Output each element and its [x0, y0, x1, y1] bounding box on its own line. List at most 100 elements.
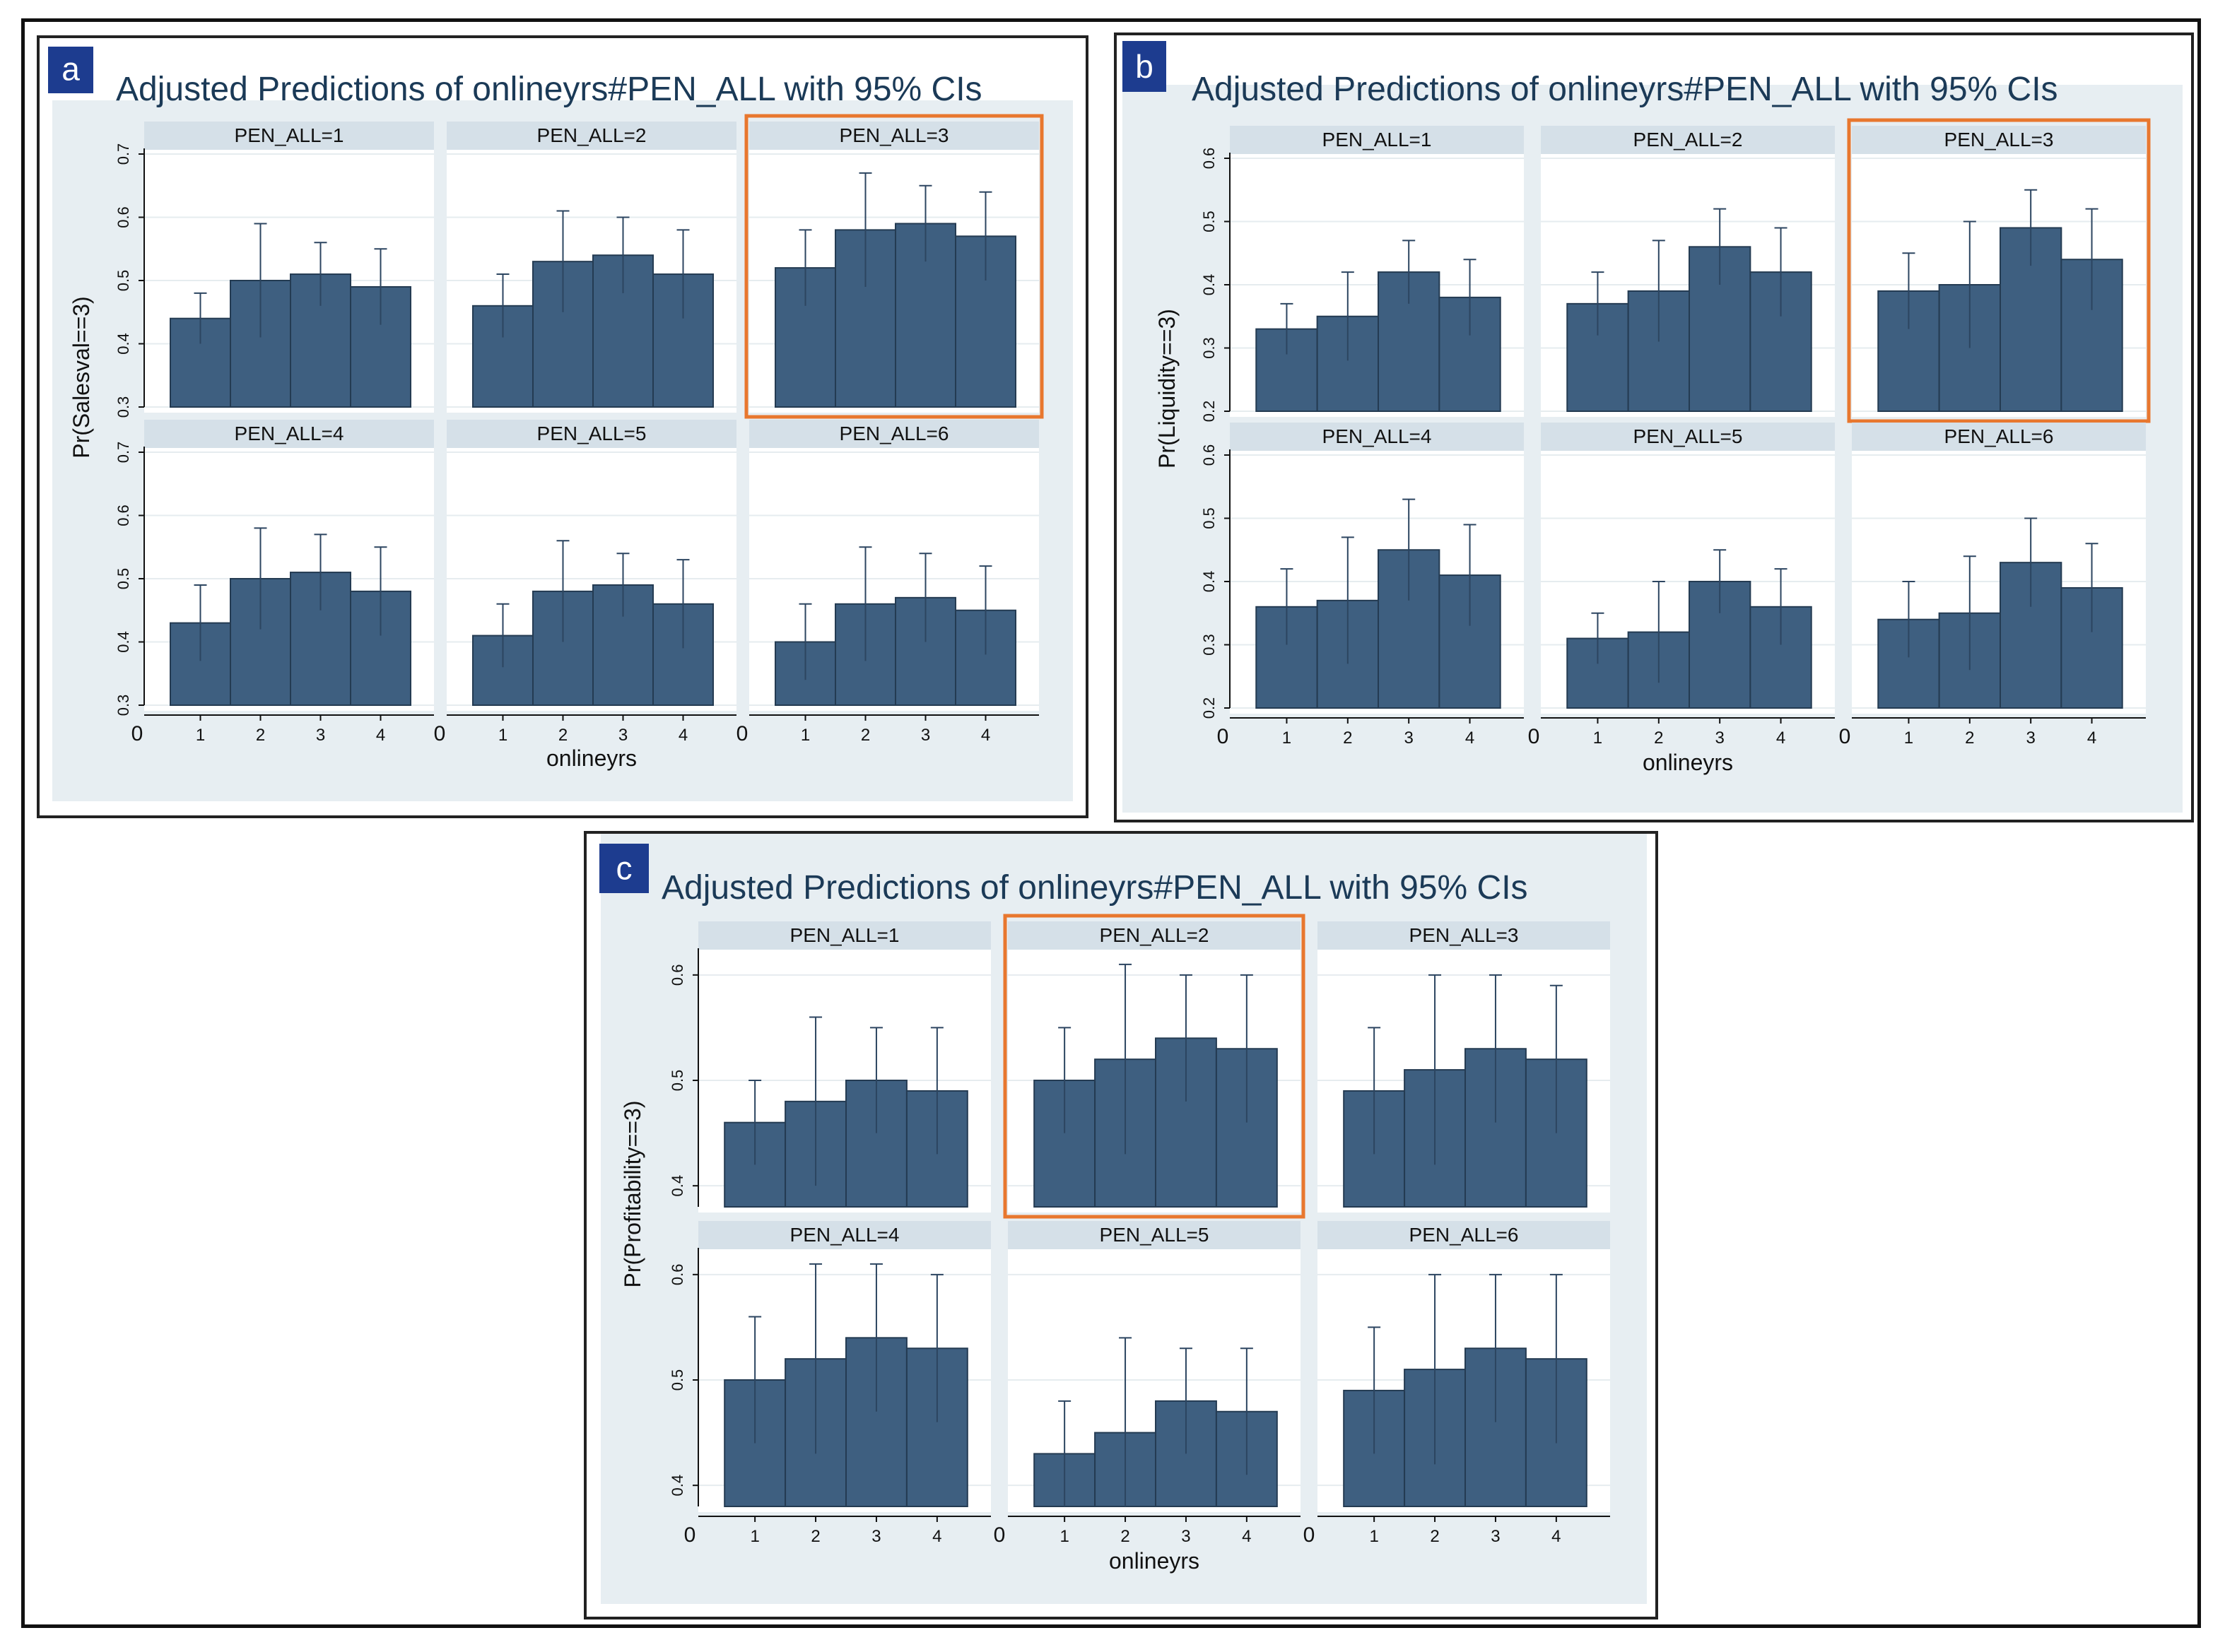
facet-label: PEN_ALL=5 [537, 423, 647, 444]
panel-letter: a [61, 51, 80, 88]
facet-strip [698, 1221, 991, 1249]
panel-letter: b [1135, 48, 1153, 85]
facet-strip [1230, 126, 1524, 154]
chart-c-svg: c Adjusted Predictions of onlineyrs#PEN_A… [599, 834, 1647, 1604]
x-tick-label: 0 [434, 722, 446, 745]
facet-label: PEN_ALL=3 [1944, 129, 2054, 151]
x-axis-label: onlineyrs [546, 745, 637, 771]
facet-panel: PEN_ALL=1 0.4 0.5 0.6 [669, 921, 991, 1213]
bar [845, 1080, 908, 1208]
y-tick-label: 0.7 [115, 143, 132, 165]
x-tick-label: 2 [1120, 1527, 1129, 1546]
y-tick-label: 0.6 [115, 206, 132, 228]
x-tick-label: 1 [1369, 1527, 1378, 1546]
x-tick-label: 1 [1282, 728, 1291, 748]
x-tick-label: 2 [1965, 728, 1974, 748]
facet-label: PEN_ALL=1 [1322, 129, 1432, 151]
facet-strip [1317, 1221, 1610, 1249]
x-tick-label: 0 [1528, 725, 1540, 748]
facet-strip [1317, 921, 1610, 950]
chart-a-svg: a Adjusted Predictions of onlineyrs#PEN_A… [48, 47, 1073, 801]
chart-title: Adjusted Predictions of onlineyrs#PEN_AL… [116, 71, 982, 108]
x-tick-label: 3 [1715, 728, 1725, 748]
x-tick-label: 0 [131, 722, 143, 745]
x-tick-label: 1 [801, 726, 810, 745]
figure-c: c Adjusted Predictions of onlineyrs#PEN_A… [584, 831, 1658, 1619]
x-tick-label: 0 [1839, 725, 1851, 748]
facet-label: PEN_ALL=3 [1409, 924, 1519, 946]
facet-panel: PEN_ALL=2 [1541, 126, 1835, 417]
facet-label: PEN_ALL=2 [537, 124, 647, 146]
figure-frame [21, 18, 2201, 1628]
y-tick-label: 0.2 [1200, 697, 1218, 719]
facet-strip [1541, 126, 1835, 154]
facet-label: PEN_ALL=4 [1322, 425, 1432, 447]
x-tick-label: 1 [750, 1527, 759, 1546]
figure-a: a Adjusted Predictions of onlineyrs#PEN_A… [37, 35, 1088, 818]
highlight-box [1847, 118, 2151, 423]
facet-strip [749, 122, 1039, 150]
x-tick-label: 3 [921, 726, 930, 745]
y-tick-label: 0.5 [1200, 211, 1218, 232]
x-tick-label: 2 [811, 1527, 820, 1546]
facet-strip [1008, 1221, 1301, 1249]
x-tick-label: 4 [1551, 1527, 1561, 1546]
facet-panel: PEN_ALL=6 0 1 2 3 4 [1303, 1221, 1610, 1547]
y-tick-label: 0.3 [1200, 634, 1218, 656]
y-tick-label: 0.4 [1200, 274, 1218, 296]
y-tick-label: 0.3 [115, 695, 132, 716]
y-tick-label: 0.3 [1200, 337, 1218, 359]
y-tick-label: 0.6 [669, 1264, 686, 1286]
y-tick-label: 0.4 [669, 1175, 686, 1197]
x-tick-label: 0 [994, 1523, 1006, 1547]
y-tick-label: 0.5 [1200, 507, 1218, 529]
x-tick-label: 2 [1430, 1527, 1439, 1546]
facet-panel: PEN_ALL=1 0.2 0.3 0.4 0.5 0.6 [1200, 126, 1524, 422]
y-tick-label: 0.6 [115, 505, 132, 526]
facet-panel: PEN_ALL=1 0.3 0.4 0.5 0.6 0.7 [115, 122, 434, 418]
y-tick-label: 0.5 [115, 568, 132, 590]
panel-letter: c [616, 849, 633, 886]
x-tick-label: 3 [871, 1527, 881, 1546]
facet-panel: PEN_ALL=5 0 1 2 3 4 [994, 1221, 1301, 1547]
y-tick-label: 0.4 [115, 333, 132, 355]
chart-title: Adjusted Predictions of onlineyrs#PEN_AL… [662, 869, 1528, 907]
x-tick-label: 4 [1465, 728, 1474, 748]
panel-letter-box [48, 47, 93, 93]
x-tick-label: 2 [558, 726, 568, 745]
x-tick-label: 2 [861, 726, 870, 745]
facet-strip [1230, 423, 1524, 451]
facet-panel: PEN_ALL=3 [1317, 921, 1610, 1213]
x-tick-label: 1 [196, 726, 205, 745]
facet-strip [144, 122, 434, 150]
facet-strip [698, 921, 991, 950]
x-tick-label: 4 [679, 726, 688, 745]
facet-strip [749, 420, 1039, 448]
x-tick-label: 4 [932, 1527, 941, 1546]
y-tick-label: 0.4 [669, 1475, 686, 1497]
x-tick-label: 0 [736, 722, 748, 745]
facet-panel: PEN_ALL=4 0.2 0.3 0.4 0.5 0.6 0 1 2 3 4 [1200, 423, 1524, 748]
x-tick-label: 3 [1181, 1527, 1190, 1546]
x-tick-label: 4 [376, 726, 385, 745]
x-tick-label: 2 [1343, 728, 1352, 748]
facet-strip [447, 420, 736, 448]
x-tick-label: 3 [2026, 728, 2036, 748]
y-tick-label: 0.3 [115, 396, 132, 418]
facet-panel: PEN_ALL=3 [1847, 118, 2151, 423]
y-tick-label: 0.7 [115, 442, 132, 464]
y-tick-label: 0.6 [669, 964, 686, 986]
facet-panel: PEN_ALL=5 0 1 2 3 4 [434, 420, 736, 745]
facet-panel: PEN_ALL=4 0.4 0.5 0.6 0 1 2 3 4 [669, 1221, 991, 1547]
facet-strip [144, 420, 434, 448]
figure-b: b Adjusted Predictions of onlineyrs#PEN_A… [1114, 33, 2194, 822]
x-tick-label: 0 [1217, 725, 1229, 748]
y-axis-label: Pr(Liquidity==3) [1154, 309, 1180, 468]
facet-label: PEN_ALL=4 [790, 1224, 900, 1246]
facet-panel: PEN_ALL=6 0 1 2 3 4 [736, 420, 1039, 745]
x-tick-label: 4 [1242, 1527, 1251, 1546]
y-tick-label: 0.5 [669, 1070, 686, 1092]
y-tick-label: 0.6 [1200, 444, 1218, 466]
highlight-box [744, 114, 1044, 419]
facet-label: PEN_ALL=2 [1100, 924, 1209, 946]
